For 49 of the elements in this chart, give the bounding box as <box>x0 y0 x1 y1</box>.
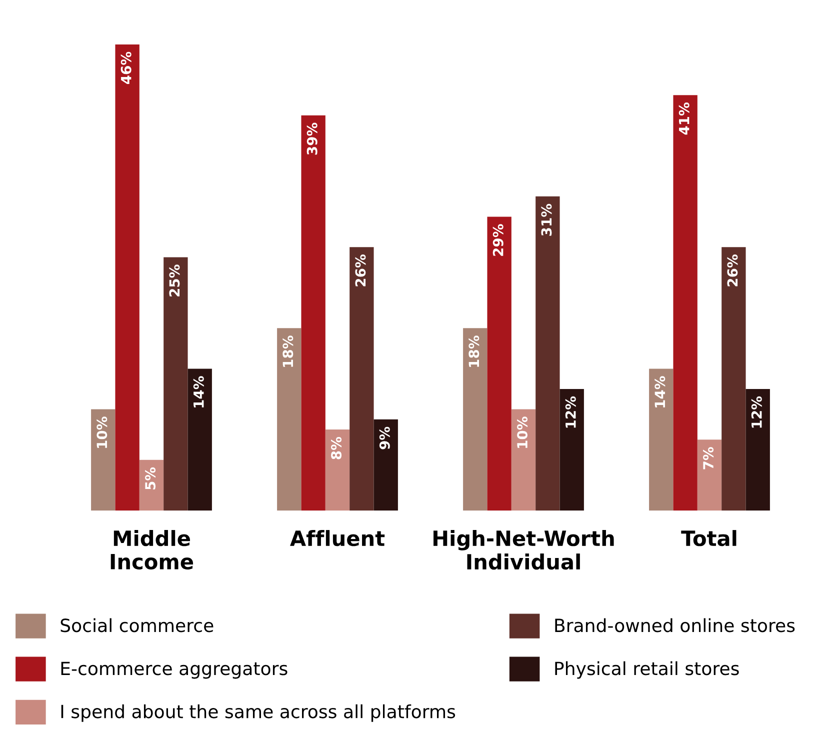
bar <box>350 247 374 511</box>
x-tick-label: High-Net-Worth Individual <box>434 530 614 570</box>
bar <box>277 328 302 511</box>
bar <box>722 247 746 511</box>
bar <box>188 368 212 511</box>
bar <box>649 368 674 511</box>
bar <box>325 430 350 511</box>
data-label: 18% <box>468 336 480 367</box>
data-label: 14% <box>193 376 204 408</box>
bar <box>746 388 770 511</box>
data-label: 39% <box>306 122 318 155</box>
data-label: 14% <box>654 376 666 408</box>
bar <box>463 328 488 511</box>
bar <box>374 419 398 511</box>
bar <box>487 216 512 511</box>
bar <box>91 409 116 511</box>
bar <box>560 388 584 511</box>
legend-label: I spend about the same across all platforms <box>61 704 456 722</box>
data-label: 10% <box>517 416 528 448</box>
data-label: 10% <box>96 416 108 448</box>
legend-label: E-commerce aggregators <box>61 662 288 679</box>
x-tick-label: Affluent <box>290 530 385 546</box>
data-label: 31% <box>541 204 552 236</box>
bar <box>301 115 326 511</box>
data-label: 18% <box>282 336 294 367</box>
data-label: 41% <box>678 102 690 135</box>
data-label: 7% <box>703 447 714 470</box>
legend-label: Social commerce <box>60 618 214 632</box>
bar <box>139 460 164 511</box>
legend-label: Physical retail stores <box>555 661 739 679</box>
data-label: 29% <box>492 224 504 256</box>
data-label: 8% <box>331 436 342 460</box>
data-label: 9% <box>379 426 390 450</box>
data-label: 12% <box>751 396 762 428</box>
data-label: 46% <box>120 52 132 84</box>
legend-label: Brand-owned online stores <box>555 618 795 632</box>
bar <box>164 257 188 511</box>
x-tick-label: Middle Income <box>110 530 194 570</box>
bar <box>673 95 698 511</box>
bar <box>697 440 722 511</box>
bar <box>536 196 560 511</box>
data-label: 26% <box>355 254 366 286</box>
data-label: 5% <box>145 467 156 490</box>
data-label: 25% <box>169 264 180 296</box>
x-tick-label: Total <box>681 530 736 546</box>
data-label: 26% <box>727 254 738 286</box>
data-label: 12% <box>565 396 576 428</box>
bar <box>511 409 536 511</box>
bar <box>115 44 140 511</box>
